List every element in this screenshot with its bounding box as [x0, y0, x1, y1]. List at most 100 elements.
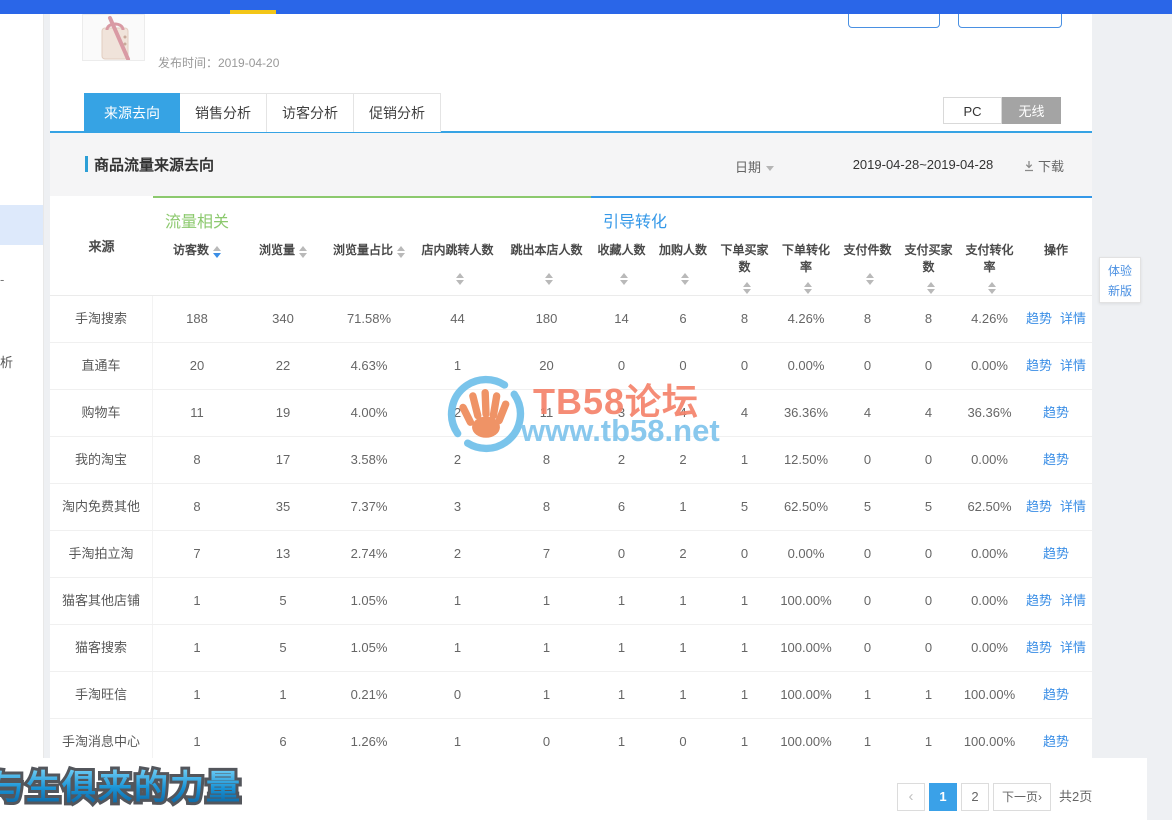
active-nav-underline: [230, 10, 276, 14]
cell-value: 36.36%: [783, 405, 829, 420]
action-link-详情[interactable]: 详情: [1060, 499, 1087, 514]
action-link-趋势[interactable]: 趋势: [1025, 593, 1052, 608]
action-link-详情[interactable]: 详情: [1060, 311, 1087, 326]
column-header-支付件数[interactable]: 支付件数: [837, 240, 898, 295]
cell-value: 62.50%: [967, 499, 1012, 514]
action-link-详情[interactable]: 详情: [1060, 358, 1087, 373]
tab-促销分析[interactable]: 促销分析: [354, 93, 441, 132]
column-header-支付买家数[interactable]: 支付买家数: [898, 240, 959, 295]
action-link-趋势[interactable]: 趋势: [1042, 687, 1069, 702]
cell-value: 0: [863, 640, 872, 655]
cell-value: 0.00%: [787, 358, 825, 373]
cell-value: 8: [924, 311, 933, 326]
row-actions: 趋势 详情: [1020, 343, 1092, 389]
cell-value: 4: [740, 405, 749, 420]
action-link-趋势[interactable]: 趋势: [1025, 358, 1052, 373]
cell-value: 44: [450, 311, 465, 326]
cell-value: 7: [542, 546, 551, 561]
cell-value: 2: [617, 452, 626, 467]
action-link-趋势[interactable]: 趋势: [1042, 405, 1069, 420]
device-toggle-PC[interactable]: PC: [943, 97, 1002, 124]
row-source: 直通车: [50, 343, 153, 389]
cell-value: 100.00%: [963, 687, 1016, 702]
sort-down-arrow: [455, 280, 464, 285]
try-new-version-button[interactable]: 体验 新版: [1099, 257, 1141, 303]
cell-value: 8: [542, 499, 551, 514]
cell-value: 1: [863, 734, 872, 749]
device-toggle-无线[interactable]: 无线: [1002, 97, 1061, 124]
page-button-2[interactable]: 2: [961, 783, 989, 811]
cell-value: 1: [193, 593, 201, 608]
column-header-支付转化率[interactable]: 支付转化率: [959, 240, 1020, 295]
action-link-详情[interactable]: 详情: [1060, 640, 1087, 655]
sort-down-arrow: [619, 280, 628, 285]
cell-value: 4: [863, 405, 872, 420]
date-range[interactable]: 2019-04-28~2019-04-28: [852, 157, 994, 172]
download-icon: [1025, 160, 1033, 171]
action-link-详情[interactable]: 详情: [1060, 593, 1087, 608]
tab-来源去向[interactable]: 来源去向: [84, 93, 180, 132]
sort-up-arrow: [619, 273, 628, 278]
action-link-趋势[interactable]: 趋势: [1025, 640, 1052, 655]
cell-value: 7: [193, 546, 201, 561]
cell-value: 1: [863, 687, 872, 702]
cell-value: 2: [679, 452, 687, 467]
sidebar: - 析: [0, 14, 44, 820]
sort-up-arrow: [926, 281, 935, 287]
sort-down-arrow: [926, 288, 935, 294]
sidebar-item-active[interactable]: [0, 205, 43, 245]
prev-page-button[interactable]: ‹: [897, 783, 925, 811]
cell-value: 6: [679, 311, 687, 326]
cell-value: 0: [679, 358, 687, 373]
row-source: 我的淘宝: [50, 437, 153, 483]
table-row: 直通车 20 22 4.63% 1 20 0 0 0 0.00% 0 0 0.00% 趋势 详情: [50, 343, 1092, 390]
cell-value: 2: [453, 546, 462, 561]
tab-销售分析[interactable]: 销售分析: [180, 93, 267, 132]
section-title: 商品流量来源去向: [94, 157, 215, 174]
cell-value: 0.00%: [787, 546, 825, 561]
cell-value: 0: [924, 593, 933, 608]
action-link-趋势[interactable]: 趋势: [1025, 311, 1052, 326]
column-header-跳出本店人数[interactable]: 跳出本店人数: [502, 240, 591, 295]
cell-value: 0.21%: [350, 687, 388, 702]
column-header-浏览量[interactable]: 浏览量: [241, 240, 325, 295]
cell-value: 1: [740, 687, 749, 702]
cell-value: 0: [863, 593, 872, 608]
sidebar-item[interactable]: -: [0, 272, 5, 287]
action-link-趋势[interactable]: 趋势: [1042, 734, 1069, 749]
action-link-趋势[interactable]: 趋势: [1042, 546, 1069, 561]
date-dropdown[interactable]: 日期: [735, 157, 775, 176]
chevron-down-icon: [766, 166, 775, 172]
sort-up-arrow: [681, 273, 689, 278]
cell-value: 1: [453, 640, 462, 655]
cell-value: 180: [535, 311, 558, 326]
tab-访客分析[interactable]: 访客分析: [267, 93, 354, 132]
next-page-button[interactable]: 下一页›: [993, 783, 1051, 811]
cell-value: 5: [924, 499, 933, 514]
sort-icon: [804, 281, 812, 294]
column-header-加购人数[interactable]: 加购人数: [652, 240, 714, 295]
cell-value: 8: [740, 311, 749, 326]
sort-up-arrow: [299, 246, 307, 251]
cell-value: 1: [193, 687, 201, 702]
cell-value: 1: [542, 593, 551, 608]
column-header-下单买家数[interactable]: 下单买家数: [714, 240, 775, 295]
row-actions: 趋势: [1020, 719, 1092, 765]
download-button[interactable]: 下载: [1023, 156, 1064, 175]
column-header-店内跳转人数[interactable]: 店内跳转人数: [413, 240, 502, 295]
column-header-浏览量占比[interactable]: 浏览量占比: [325, 240, 413, 295]
row-source: 手淘旺信: [50, 672, 153, 718]
cell-value: 1: [740, 734, 749, 749]
cell-value: 6: [617, 499, 626, 514]
action-link-趋势[interactable]: 趋势: [1042, 452, 1069, 467]
column-header-收藏人数[interactable]: 收藏人数: [591, 240, 652, 295]
cell-value: 0: [863, 546, 872, 561]
column-header-下单转化率[interactable]: 下单转化率: [775, 240, 837, 295]
cell-value: 1: [679, 687, 687, 702]
column-header-访客数[interactable]: 访客数: [153, 240, 241, 295]
page-button-1[interactable]: 1: [929, 783, 957, 811]
sidebar-item[interactable]: 析: [0, 355, 14, 370]
action-link-趋势[interactable]: 趋势: [1025, 499, 1052, 514]
cell-value: 0: [740, 546, 749, 561]
cell-value: 5: [863, 499, 872, 514]
